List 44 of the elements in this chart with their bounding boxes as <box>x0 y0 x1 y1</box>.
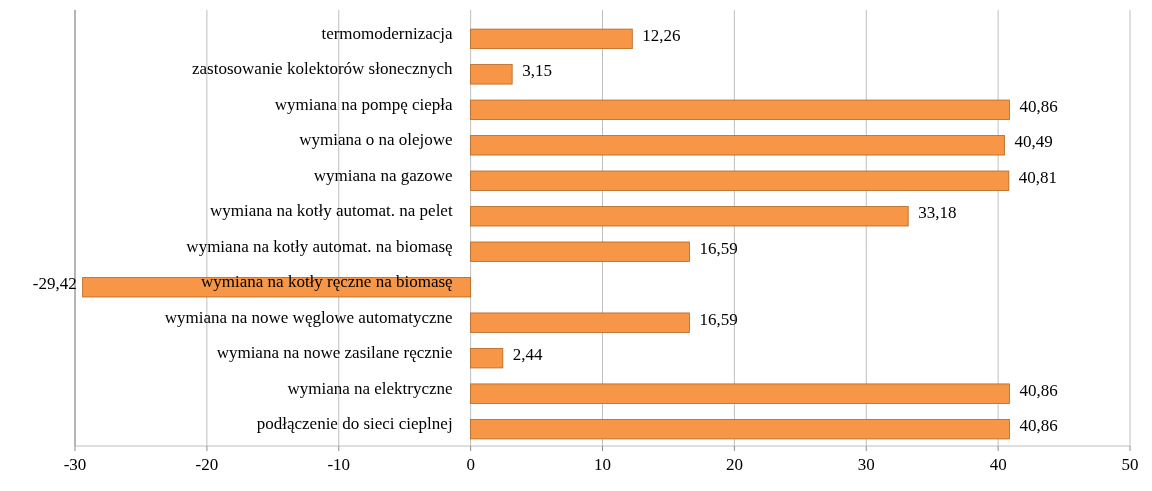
data-label: 40,49 <box>1014 132 1053 152</box>
x-tick-label: 20 <box>725 455 743 474</box>
data-label: 33,18 <box>918 203 957 223</box>
y-tick-label: wymiana na nowe węglowe automatyczne <box>164 307 453 327</box>
bar <box>470 28 633 50</box>
x-tick-label: 30 <box>857 455 875 474</box>
y-tick-label: wymiana na kotły automat. na pelet <box>209 201 453 221</box>
data-label: 16,59 <box>699 238 738 258</box>
bar <box>470 241 690 262</box>
data-label: 40,86 <box>1019 416 1058 436</box>
y-tick-label: wymiana na elektryczne <box>287 378 453 398</box>
y-tick-label: wymiana na gazowe <box>313 165 453 185</box>
bar <box>470 206 909 227</box>
x-tick-label: -30 <box>63 455 87 474</box>
x-tick-label: 40 <box>989 455 1007 474</box>
bar <box>470 383 1010 404</box>
data-label: 40,86 <box>1019 96 1058 116</box>
x-tick-label: -10 <box>327 455 351 474</box>
data-label: 40,86 <box>1019 380 1058 400</box>
data-label: 3,15 <box>522 61 552 81</box>
x-tick-label: 0 <box>466 455 475 474</box>
y-tick-label: wymiana na kotły ręczne na biomasę <box>201 272 453 292</box>
bar <box>470 348 504 369</box>
x-tick-label: 10 <box>594 455 611 474</box>
y-tick-label: wymiana na nowe zasilane ręcznie <box>216 343 453 363</box>
y-tick-label: termomodernizacja <box>321 23 454 43</box>
bar <box>470 170 1010 191</box>
bar <box>470 99 1010 120</box>
bar <box>470 135 1005 156</box>
y-tick-label: podłączenie do sieci cieplnej <box>256 414 453 434</box>
data-label: -29,42 <box>32 274 77 294</box>
y-tick-label: zastosowanie kolektorów słonecznych <box>192 59 454 79</box>
x-tick-label: 50 <box>1121 455 1139 474</box>
bar <box>470 64 513 85</box>
y-tick-label: wymiana o na olejowe <box>299 130 453 150</box>
y-tick-label: wymiana na kotły automat. na biomasę <box>186 236 453 256</box>
data-label: 12,26 <box>642 25 681 45</box>
bar <box>470 312 690 333</box>
y-tick-label: wymiana na pompę ciepła <box>274 94 454 114</box>
data-label: 16,59 <box>699 309 738 329</box>
bar <box>470 418 1010 440</box>
data-label: 2,44 <box>512 345 544 365</box>
x-tick-label: -20 <box>195 455 219 474</box>
data-label: 40,81 <box>1018 167 1058 187</box>
